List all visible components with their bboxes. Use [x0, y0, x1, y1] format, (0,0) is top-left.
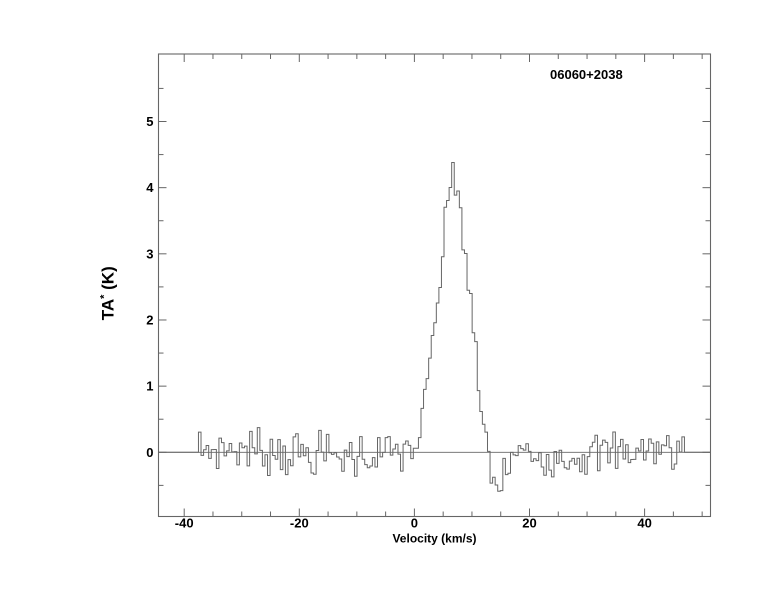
- svg-text:5: 5: [146, 114, 153, 129]
- svg-text:0: 0: [411, 516, 418, 531]
- svg-text:20: 20: [522, 516, 536, 531]
- svg-text:-20: -20: [290, 516, 309, 531]
- svg-text:4: 4: [146, 180, 154, 195]
- svg-text:1: 1: [146, 379, 153, 394]
- svg-text:TA* (K): TA* (K): [99, 266, 118, 320]
- svg-text:2: 2: [146, 312, 153, 327]
- svg-text:40: 40: [637, 516, 651, 531]
- svg-text:3: 3: [146, 246, 153, 261]
- svg-text:-40: -40: [175, 516, 194, 531]
- svg-text:Velocity (km/s): Velocity (km/s): [392, 532, 476, 546]
- svg-text:0: 0: [146, 445, 153, 460]
- svg-text:06060+2038: 06060+2038: [550, 67, 623, 82]
